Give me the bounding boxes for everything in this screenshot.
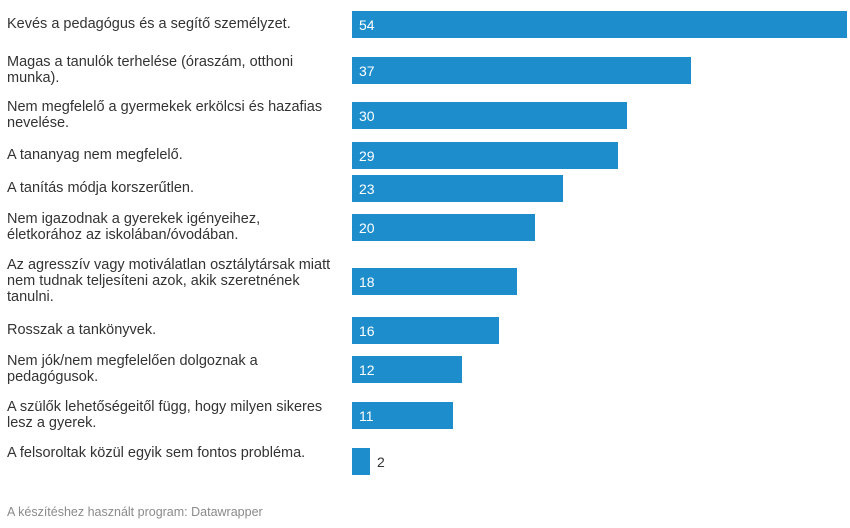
category-label: A felsoroltak közül egyik sem fontos pro…: [7, 445, 306, 461]
bar: [352, 356, 462, 383]
category-label: Nem igazodnak a gyerekek igényeihez, éle…: [7, 211, 261, 243]
category-label: Magas a tanulók terhelése (óraszám, otth…: [7, 54, 294, 86]
data-label: 37: [359, 63, 375, 79]
bar: [352, 448, 370, 475]
data-label: 12: [359, 362, 375, 378]
bar-row: A felsoroltak közül egyik sem fontos pro…: [0, 438, 850, 484]
data-label: 20: [359, 220, 375, 236]
bar: [352, 11, 847, 38]
data-label: 11: [359, 408, 374, 424]
category-label: A szülők lehetőségeitől függ, hogy milye…: [7, 399, 323, 431]
category-label: Nem megfelelő a gyermekek erkölcsi és ha…: [7, 99, 323, 131]
data-label: 54: [359, 17, 375, 33]
bar: [352, 57, 691, 84]
bar: [352, 175, 563, 202]
bar-row: A tananyag nem megfelelő. 29: [0, 139, 850, 171]
bar-row: Az agresszív vagy motiválatlan osztálytá…: [0, 250, 850, 312]
data-label: 23: [359, 181, 375, 197]
data-label: 29: [359, 148, 375, 164]
data-label: 2: [377, 454, 385, 470]
bar-row: Magas a tanulók terhelése (óraszám, otth…: [0, 47, 850, 93]
category-label: Kevés a pedagógus és a segítő személyzet…: [7, 16, 291, 32]
data-label: 30: [359, 108, 375, 124]
bar-row: Rosszak a tankönyvek. 16: [0, 314, 850, 346]
source-note: A készítéshez használt program: Datawrap…: [7, 505, 263, 519]
bar: [352, 142, 618, 169]
bar-row: A tanítás módja korszerűtlen. 23: [0, 172, 850, 204]
data-label: 16: [359, 323, 375, 339]
bar-row: Nem megfelelő a gyermekek erkölcsi és ha…: [0, 92, 850, 138]
category-label: Nem jók/nem megfelelően dolgoznak a peda…: [7, 353, 258, 385]
category-label: Rosszak a tankönyvek.: [7, 322, 157, 338]
bar-row: Nem jók/nem megfelelően dolgoznak a peda…: [0, 346, 850, 392]
category-label: A tananyag nem megfelelő.: [7, 147, 183, 163]
bar-chart: Kevés a pedagógus és a segítő személyzet…: [0, 8, 850, 484]
bar: [352, 102, 627, 129]
bar-row: Kevés a pedagógus és a segítő személyzet…: [0, 8, 850, 40]
bar-row: A szülők lehetőségeitől függ, hogy milye…: [0, 392, 850, 438]
bar: [352, 268, 517, 295]
category-label: Az agresszív vagy motiválatlan osztálytá…: [7, 257, 331, 305]
bar: [352, 214, 535, 241]
data-label: 18: [359, 274, 375, 290]
bar: [352, 317, 499, 344]
bar: [352, 402, 453, 429]
category-label: A tanítás módja korszerűtlen.: [7, 180, 194, 196]
bar-row: Nem igazodnak a gyerekek igényeihez, éle…: [0, 204, 850, 250]
